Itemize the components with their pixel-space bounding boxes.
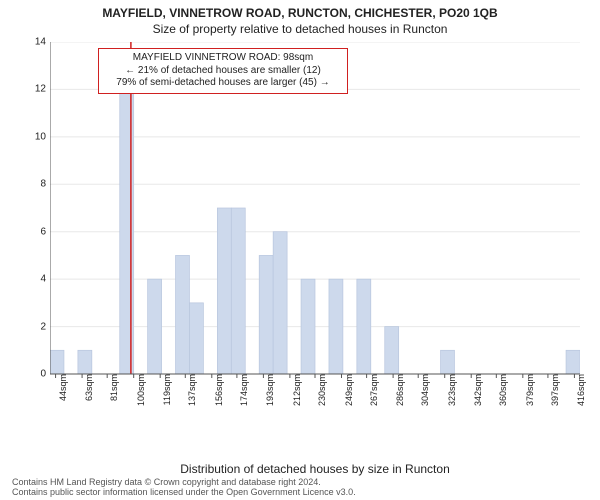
y-tick-label: 8 bbox=[40, 179, 50, 190]
x-tick-label: 323sqm bbox=[445, 374, 457, 406]
annotation-line-2: ← 21% of detached houses are smaller (12… bbox=[105, 65, 341, 78]
y-tick-label: 6 bbox=[40, 226, 50, 237]
x-tick-label: 119sqm bbox=[160, 374, 172, 405]
y-tick-label: 4 bbox=[40, 274, 50, 285]
annotation-line-3: 79% of semi-detached houses are larger (… bbox=[105, 77, 341, 90]
x-tick-label: 174sqm bbox=[237, 374, 249, 406]
x-axis-label: Distribution of detached houses by size … bbox=[50, 462, 580, 476]
x-tick-label: 379sqm bbox=[523, 374, 535, 406]
page-title-1: MAYFIELD, VINNETROW ROAD, RUNCTON, CHICH… bbox=[0, 0, 600, 20]
histogram-plot bbox=[50, 42, 580, 422]
x-tick-label: 342sqm bbox=[471, 374, 483, 406]
x-tick-label: 63sqm bbox=[82, 374, 94, 401]
x-tick-label: 249sqm bbox=[342, 374, 354, 406]
y-tick-label: 0 bbox=[40, 369, 50, 380]
x-tick-label: 230sqm bbox=[315, 374, 327, 406]
x-tick-label: 100sqm bbox=[134, 374, 146, 406]
annotation-line-1: MAYFIELD VINNETROW ROAD: 98sqm bbox=[105, 52, 341, 65]
x-tick-label: 81sqm bbox=[107, 374, 119, 401]
x-tick-label: 212sqm bbox=[290, 374, 302, 406]
footer-attribution: Contains HM Land Registry data © Crown c… bbox=[12, 478, 356, 498]
x-tick-label: 304sqm bbox=[418, 374, 430, 406]
x-tick-label: 416sqm bbox=[574, 374, 586, 406]
x-tick-label: 360sqm bbox=[496, 374, 508, 406]
x-tick-label: 397sqm bbox=[548, 374, 560, 406]
y-tick-label: 2 bbox=[40, 321, 50, 332]
page-title-2: Size of property relative to detached ho… bbox=[0, 20, 600, 38]
footer-line-2: Contains public sector information licen… bbox=[12, 488, 356, 498]
chart-area: MAYFIELD VINNETROW ROAD: 98sqm ← 21% of … bbox=[50, 42, 580, 422]
x-tick-label: 44sqm bbox=[56, 374, 68, 401]
x-tick-label: 137sqm bbox=[185, 374, 197, 406]
x-tick-label: 267sqm bbox=[367, 374, 379, 406]
highlight-annotation: MAYFIELD VINNETROW ROAD: 98sqm ← 21% of … bbox=[98, 48, 348, 94]
x-tick-label: 156sqm bbox=[212, 374, 224, 406]
y-tick-label: 12 bbox=[35, 84, 50, 95]
x-tick-label: 193sqm bbox=[263, 374, 275, 406]
y-tick-label: 14 bbox=[35, 37, 50, 48]
y-tick-label: 10 bbox=[35, 131, 50, 142]
x-tick-label: 286sqm bbox=[393, 374, 405, 406]
